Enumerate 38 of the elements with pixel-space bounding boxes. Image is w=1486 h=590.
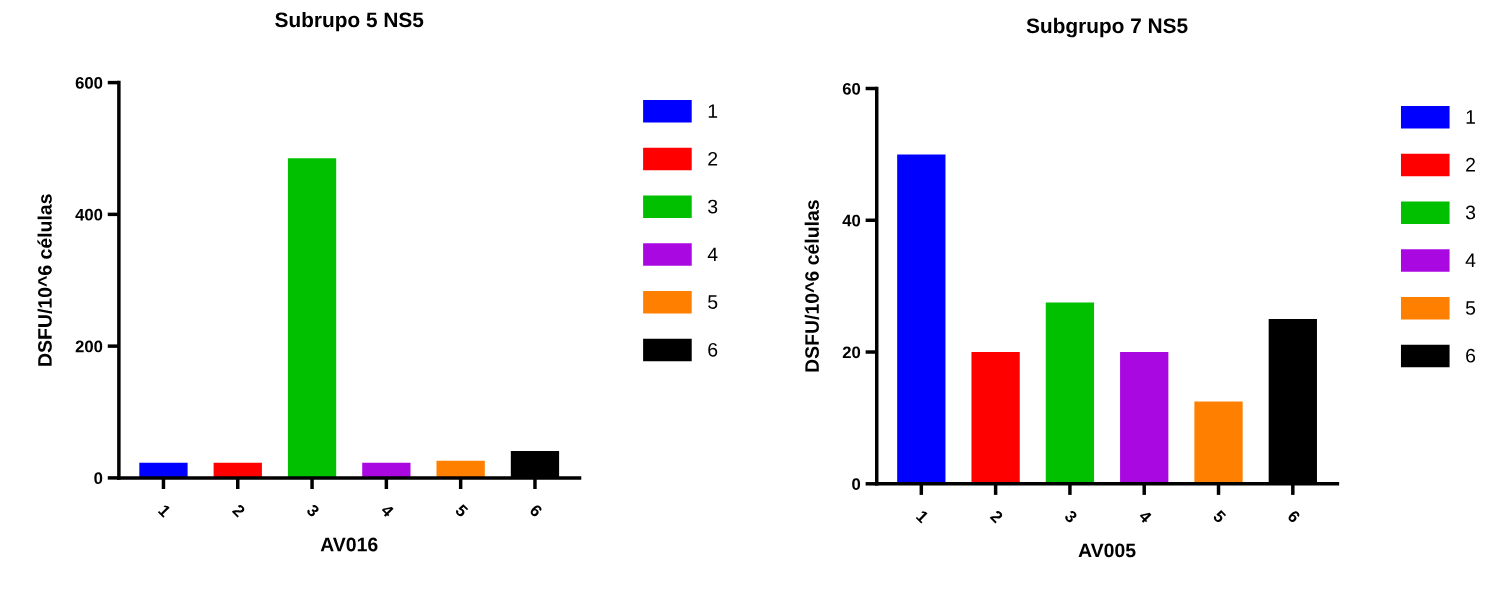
y-tick-label: 400 [75,208,103,221]
y-tick-label: 0 [94,472,103,485]
x-tick-label: 6 [1286,509,1301,524]
x-tick-label: 6 [528,503,543,518]
x-tick-label: 3 [305,503,321,518]
x-tick-label: 5 [1212,509,1227,524]
y-tick-label: 600 [75,77,103,89]
legend-label: 3 [708,199,718,214]
legend-label: 6 [1466,348,1476,363]
x-axis-title: AV016 [320,537,378,552]
legend-label: 4 [707,247,718,261]
y-tick-label: 60 [842,82,861,95]
x-tick-label: 5 [454,503,469,518]
y-axis-title: DSFU/10^6 células [37,194,53,366]
x-tick-label: 1 [157,504,172,518]
x-tick-label: 4 [380,503,395,518]
y-tick-label: 40 [842,214,861,227]
y-tick-label: 200 [75,340,103,353]
legend-label: 5 [708,295,718,309]
x-tick-label: 4 [1138,509,1153,524]
x-tick-label: 2 [231,503,246,518]
chart-title: Subrupo 5 NS5 [275,11,424,32]
x-tick-label: 2 [989,509,1004,524]
x-axis-title: AV005 [1078,543,1136,558]
x-tick-label: 3 [1063,509,1078,524]
legend-label: 1 [708,104,718,118]
legend-label: 4 [1465,253,1476,267]
legend-label: 2 [1466,157,1475,172]
legend-label: 2 [708,151,718,166]
legend-label: 5 [1465,301,1476,315]
y-axis-title: DSFU/10^6 células [804,200,820,372]
legend-label: 3 [1465,205,1476,220]
legend-label: 6 [708,342,718,357]
legend-label: 1 [1466,110,1475,124]
y-tick-label: 0 [852,478,861,490]
chart-title: Subgrupo 7 NS5 [1026,17,1188,38]
y-tick-label: 20 [842,346,861,359]
x-tick-label: 1 [915,509,930,524]
